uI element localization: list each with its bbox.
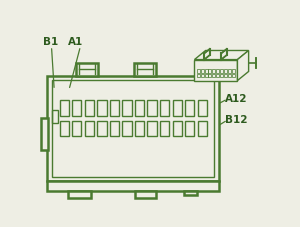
Bar [198, 121, 207, 136]
Bar [224, 69, 227, 72]
Bar [205, 74, 208, 77]
Polygon shape [238, 50, 249, 81]
Bar [110, 100, 119, 116]
Bar [85, 121, 94, 136]
Bar [197, 74, 200, 77]
Bar [172, 121, 182, 136]
Text: A12: A12 [225, 94, 248, 104]
Bar [134, 63, 156, 76]
Bar [232, 69, 235, 72]
Bar [224, 74, 227, 77]
Bar [148, 121, 157, 136]
Bar [60, 100, 69, 116]
Bar [228, 69, 231, 72]
Bar [60, 121, 69, 136]
Bar [220, 69, 223, 72]
Text: B1: B1 [43, 37, 58, 47]
Bar [208, 74, 211, 77]
Bar [68, 191, 91, 198]
Bar [97, 121, 106, 136]
Bar [72, 121, 81, 136]
Bar [205, 69, 208, 72]
Text: B12: B12 [225, 115, 248, 125]
Bar [198, 100, 207, 116]
Bar [148, 100, 157, 116]
Bar [47, 76, 219, 181]
Bar [197, 69, 200, 72]
Bar [208, 69, 211, 72]
Bar [97, 100, 106, 116]
Text: A1: A1 [68, 37, 83, 47]
Bar [160, 100, 169, 116]
Bar [52, 80, 214, 177]
Bar [220, 74, 223, 77]
Bar [184, 191, 197, 195]
Bar [110, 121, 119, 136]
Bar [85, 100, 94, 116]
Polygon shape [194, 50, 249, 59]
Bar [122, 100, 132, 116]
Bar [122, 121, 132, 136]
Bar [160, 121, 169, 136]
Bar [185, 100, 194, 116]
Bar [47, 181, 219, 191]
Bar [76, 63, 98, 76]
Bar [135, 191, 156, 198]
Bar [52, 110, 58, 123]
Polygon shape [194, 59, 238, 81]
Bar [216, 69, 219, 72]
Bar [185, 121, 194, 136]
Bar [172, 100, 182, 116]
Bar [232, 74, 235, 77]
Bar [212, 69, 215, 72]
Bar [216, 74, 219, 77]
Bar [135, 121, 144, 136]
Bar [201, 69, 204, 72]
Bar [41, 118, 48, 150]
Bar [212, 74, 215, 77]
Bar [135, 100, 144, 116]
Bar [228, 74, 231, 77]
Bar [72, 100, 81, 116]
Bar [201, 74, 204, 77]
